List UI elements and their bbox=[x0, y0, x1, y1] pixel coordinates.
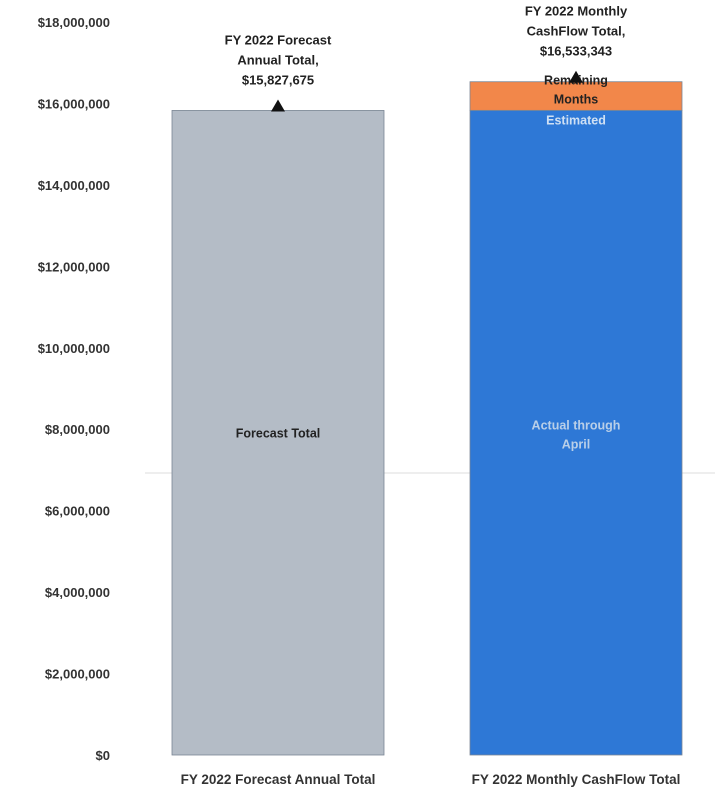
total-annotation-label: $15,827,675 bbox=[242, 72, 314, 87]
total-marker-triangle bbox=[569, 70, 583, 83]
bar-segment-1-2 bbox=[469, 81, 683, 111]
segment-label: Forecast Total bbox=[236, 427, 321, 441]
y-tick-label: $6,000,000 bbox=[45, 504, 110, 519]
x-axis: FY 2022 Forecast Annual Total FY 2022 Mon… bbox=[181, 772, 681, 787]
bars bbox=[171, 81, 683, 756]
segment-label: Estimated bbox=[546, 113, 606, 127]
y-tick-label: $4,000,000 bbox=[45, 585, 110, 600]
total-annotation-label: $16,533,343 bbox=[540, 44, 612, 59]
total-annotation-label: FY 2022 Monthly bbox=[525, 4, 628, 19]
total-marker-triangle bbox=[271, 99, 285, 112]
y-tick-label: $14,000,000 bbox=[38, 178, 110, 193]
bar-segment-1-1 bbox=[469, 109, 683, 756]
total-annotation-label: Annual Total, bbox=[237, 52, 318, 67]
annotations: FY 2022 Forecast Annual Total, $15,827,675… bbox=[225, 4, 628, 112]
total-annotation-label: CashFlow Total, bbox=[527, 24, 626, 39]
y-tick-label: $16,000,000 bbox=[38, 96, 110, 111]
y-tick-label: $18,000,000 bbox=[38, 15, 110, 30]
y-tick-label: $0 bbox=[96, 748, 110, 763]
y-tick-label: $2,000,000 bbox=[45, 667, 110, 682]
segment-label: Actual through bbox=[532, 419, 621, 433]
total-annotation-label: FY 2022 Forecast bbox=[225, 32, 332, 47]
segment-label: Months bbox=[554, 93, 598, 107]
y-tick-label: $12,000,000 bbox=[38, 259, 110, 274]
y-tick-label: $10,000,000 bbox=[38, 341, 110, 356]
y-axis: $0 $2,000,000 $4,000,000 $6,000,000 $8,000,0… bbox=[38, 15, 715, 763]
bar-segment-0-0 bbox=[171, 110, 385, 756]
y-tick-label: $8,000,000 bbox=[45, 422, 110, 437]
segment-label: April bbox=[562, 438, 590, 452]
x-category-label: FY 2022 Forecast Annual Total bbox=[181, 772, 376, 787]
x-category-label: FY 2022 Monthly CashFlow Total bbox=[472, 772, 681, 787]
